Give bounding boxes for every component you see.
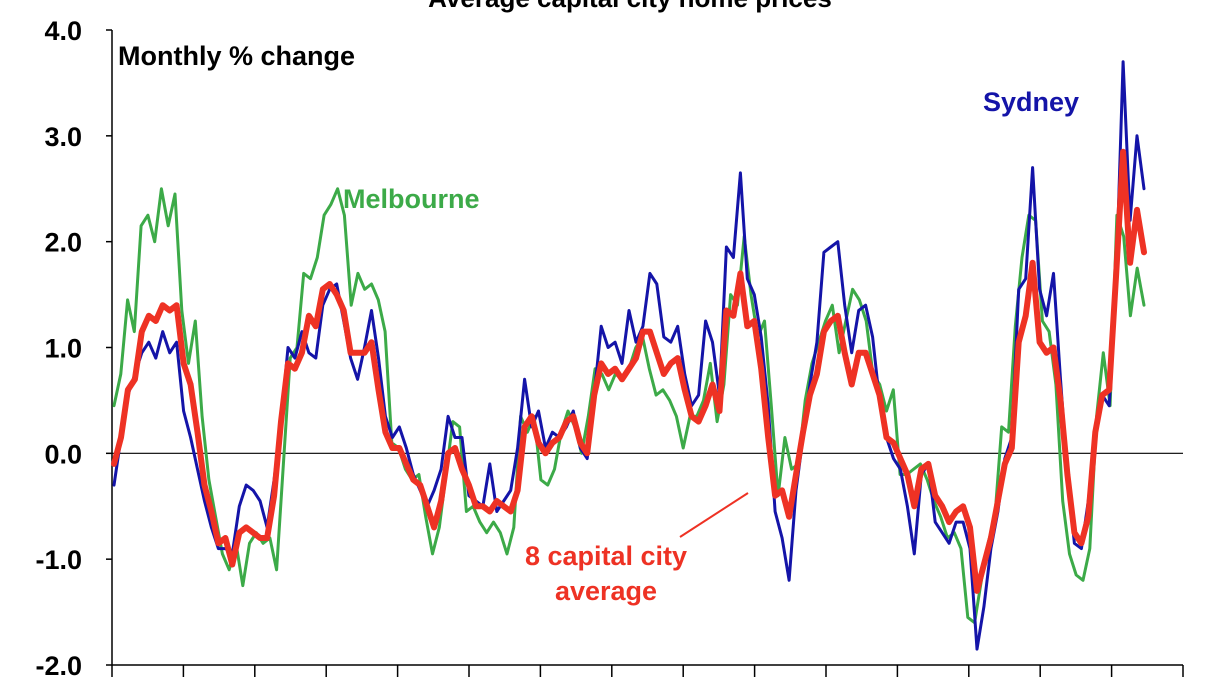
y-axis: 4.0 3.0 2.0 1.0 0.0 -1.0 -2.0 <box>35 16 113 681</box>
y-tick-label: -1.0 <box>35 545 82 575</box>
series-group <box>111 60 1147 651</box>
title-group: Average capital city home prices <box>428 0 832 13</box>
melbourne-label: Melbourne <box>343 184 480 214</box>
subtitle-label: Monthly % change <box>118 41 355 71</box>
average-series-line <box>111 148 1147 594</box>
y-tick-label: -2.0 <box>35 651 82 681</box>
average-label-line2: average <box>555 576 657 606</box>
average-pointer-line <box>679 492 749 538</box>
sydney-label: Sydney <box>983 87 1079 117</box>
y-tick-label: 4.0 <box>44 16 82 46</box>
chart-title: Average capital city home prices <box>428 0 832 13</box>
annotations: Monthly % change Sydney Melbourne 8 capi… <box>118 41 1079 606</box>
x-axis <box>111 664 1184 677</box>
y-tick-label: 2.0 <box>44 228 82 258</box>
y-tick-label: 0.0 <box>44 439 82 469</box>
average-label-line1: 8 capital city <box>525 541 687 571</box>
y-tick-label: 1.0 <box>44 334 82 364</box>
y-tick-label: 3.0 <box>44 122 82 152</box>
